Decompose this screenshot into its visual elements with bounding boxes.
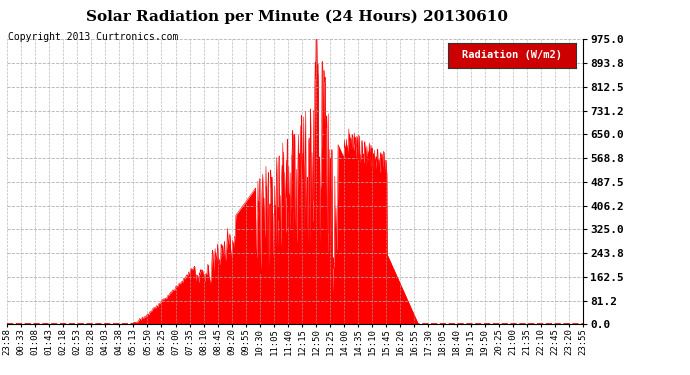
Text: Copyright 2013 Curtronics.com: Copyright 2013 Curtronics.com [8,32,179,42]
Text: Solar Radiation per Minute (24 Hours) 20130610: Solar Radiation per Minute (24 Hours) 20… [86,9,508,24]
Text: Radiation (W/m2): Radiation (W/m2) [462,50,562,60]
